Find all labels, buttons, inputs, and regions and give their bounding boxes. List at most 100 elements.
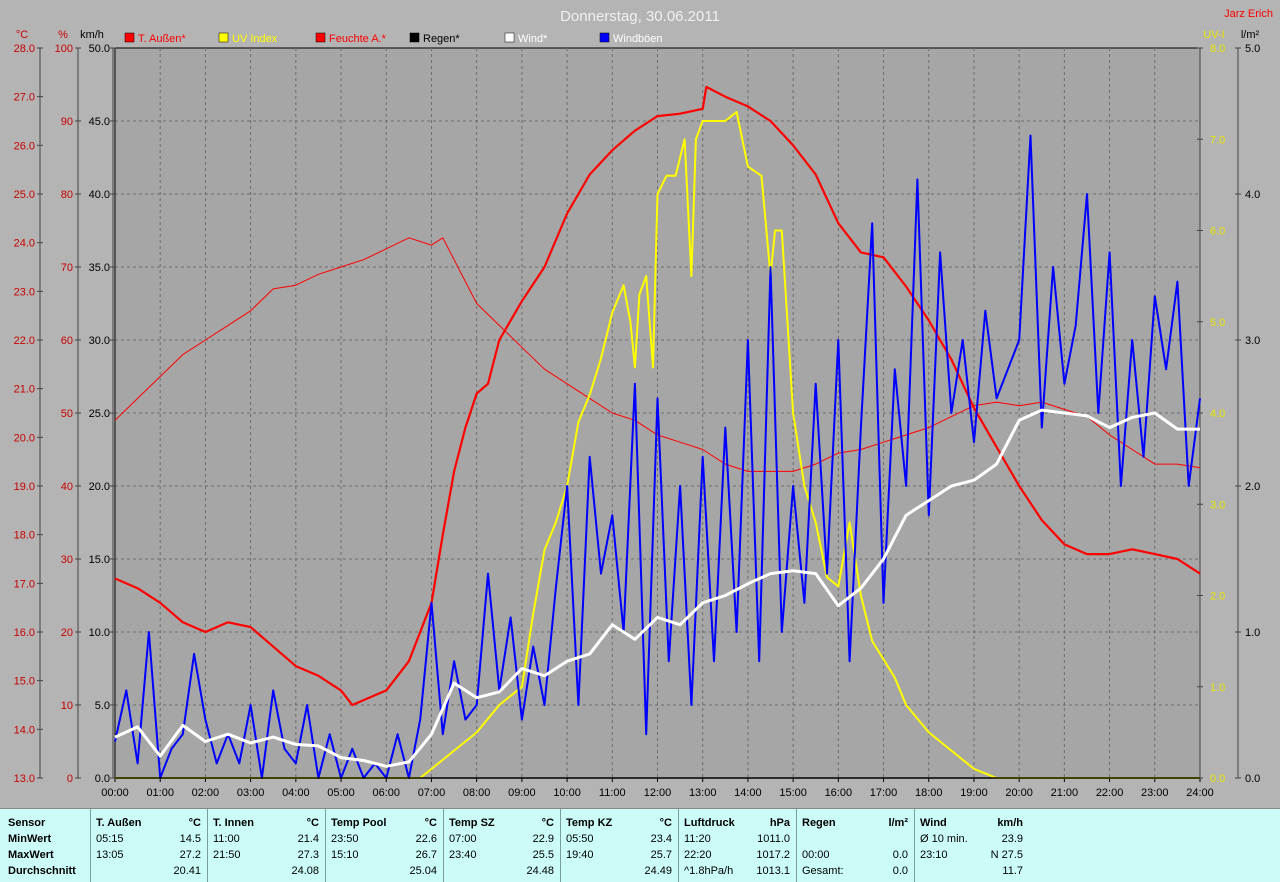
stats-column-unit: °C [306,817,319,829]
stats-row-label: Sensor [8,817,46,829]
wind-tick-label: 15.0 [89,554,110,566]
humidity-tick-label: 70 [61,262,73,274]
temp-tick-label: 17.0 [14,578,35,590]
wind-tick-label: 45.0 [89,116,110,128]
stats-time: 21:50 [213,849,241,861]
x-tick-label: 07:00 [418,787,446,799]
series-line-windböen [114,134,1201,779]
rain-tick-label: 1.0 [1245,627,1260,639]
author-label: Jarz Erich [1224,8,1273,20]
temp-tick-label: 22.0 [14,335,35,347]
stats-value: 1011.0 [757,833,790,845]
legend-label: Windböen [613,33,663,45]
stats-column-name: Temp SZ [449,817,495,829]
temp-tick-label: 25.0 [14,189,35,201]
rain-unit-label: l/m² [1241,29,1260,41]
x-tick-label: 01:00 [146,787,174,799]
stats-time: Gesamt: [802,865,844,877]
x-tick-label: 03:00 [237,787,265,799]
stats-value: 20.41 [173,865,201,877]
stats-value: 24.49 [644,865,672,877]
stats-row-label: Durchschnitt [8,865,76,877]
legend-swatch [315,32,326,43]
legend-swatch [409,32,420,43]
legend-label: Feuchte A.* [329,33,387,45]
weather-chart: Donnerstag, 30.06.2011 Jarz Erich °C % k… [14,8,1273,799]
stats-value: 25.04 [409,865,437,877]
stats-column-name: Temp KZ [566,817,613,829]
uv-unit-label: UV-I [1203,29,1224,41]
legend-label: UV Index [232,33,278,45]
uv-tick-label: 2.0 [1210,591,1225,603]
series [114,85,1201,779]
stats-time: ^1.8hPa/h [684,865,734,877]
humidity-tick-label: 30 [61,554,73,566]
stats-column [678,809,797,882]
temp-tick-label: 18.0 [14,530,35,542]
axes: 00:00 01:00 02:00 03:00 04:00 05:00 06:00 07:00… [14,43,1261,799]
temp-tick-label: 15.0 [14,676,35,688]
stats-time: 05:50 [566,833,594,845]
wind-tick-label: 20.0 [89,481,110,493]
rain-tick-label: 3.0 [1245,335,1260,347]
temp-tick-label: 27.0 [14,92,35,104]
wind-tick-label: 0.0 [95,773,110,785]
series-line-feuchte-a [114,237,1201,472]
stats-value: 25.7 [650,849,672,861]
uv-tick-label: 4.0 [1210,408,1225,420]
stats-value: 21.4 [297,833,319,845]
uv-tick-label: 7.0 [1210,134,1225,146]
legend-label: Wind* [518,33,548,45]
x-tick-label: 23:00 [1141,787,1169,799]
stats-table: Sensor MinWert MaxWert Durchschnitt T. Außen… [0,808,1280,882]
wind-tick-label: 40.0 [89,189,110,201]
humidity-tick-label: 80 [61,189,73,201]
stats-time: Ø 10 min. [920,833,968,845]
stats-value: 22.9 [532,833,554,845]
stats-value: 26.7 [415,849,437,861]
rain-tick-label: 4.0 [1245,189,1260,201]
legend-item: UV Index [218,32,278,45]
uv-tick-label: 3.0 [1210,499,1225,511]
stats-column-name: Luftdruck [684,817,735,829]
x-tick-label: 06:00 [372,787,400,799]
rain-tick-label: 5.0 [1245,43,1260,55]
stats-column-name: T. Außen [96,817,142,829]
stats-row-label: MinWert [8,833,52,845]
x-tick-label: 13:00 [689,787,717,799]
wind-tick-label: 30.0 [89,335,110,347]
uv-tick-label: 1.0 [1210,682,1225,694]
stats-time: 05:15 [96,833,124,845]
stats-column-name: Regen [802,817,836,829]
stats-column [443,809,561,882]
stats-time: 11:20 [684,833,711,845]
legend-label: T. Außen* [138,33,186,45]
temp-tick-label: 23.0 [14,286,35,298]
humidity-tick-label: 50 [61,408,73,420]
x-tick-label: 14:00 [734,787,762,799]
x-tick-label: 15:00 [779,787,807,799]
x-tick-label: 10:00 [553,787,581,799]
uv-tick-label: 5.0 [1210,317,1225,329]
stats-column-unit: hPa [769,817,790,829]
stats-value: 1013.1 [756,865,790,877]
humidity-tick-label: 20 [61,627,73,639]
x-tick-label: 00:00 [101,787,129,799]
legend-item: Regen* [409,32,460,45]
stats-column-unit: km/h [997,817,1023,829]
humidity-tick-label: 60 [61,335,73,347]
temp-tick-label: 16.0 [14,627,35,639]
wind-tick-label: 25.0 [89,408,110,420]
stats-column-unit: l/m² [888,817,908,829]
x-tick-label: 16:00 [825,787,853,799]
stats-value: 24.48 [526,865,554,877]
x-tick-label: 21:00 [1051,787,1079,799]
stats-column-unit: °C [188,817,201,829]
stats-value: 22.6 [415,833,437,845]
series-line-uv-index [115,110,1200,779]
x-tick-label: 04:00 [282,787,310,799]
stats-time: 23:50 [331,833,359,845]
stats-time: 22:20 [684,849,712,861]
stats-value: 27.2 [179,849,201,861]
humidity-tick-label: 90 [61,116,73,128]
